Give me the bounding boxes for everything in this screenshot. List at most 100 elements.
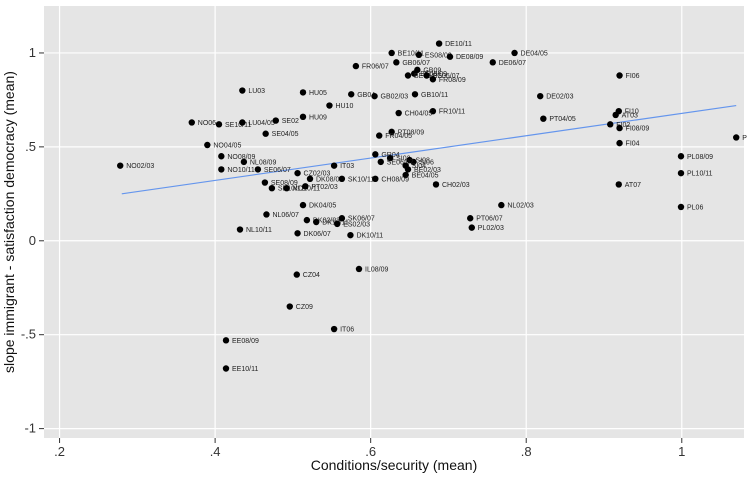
x-axis-label: Conditions/security (mean) (311, 457, 478, 473)
data-point (616, 72, 623, 79)
point-label: PL02/03 (478, 225, 504, 232)
point-label: SE06/07 (387, 159, 414, 166)
data-point (286, 303, 293, 310)
y-tick-label: 1 (29, 45, 36, 60)
point-label: SE04/05 (272, 131, 299, 138)
point-label: PT04/05 (549, 116, 576, 123)
data-point (371, 92, 378, 100)
data-point (240, 158, 248, 166)
point-label: FR08/09 (439, 77, 466, 84)
plot-background (44, 6, 744, 438)
point-label: HU10 (335, 103, 353, 110)
data-point (347, 231, 354, 239)
point-label: NO04/05 (213, 142, 241, 149)
point-label: DE02/03 (546, 94, 573, 101)
point-label: SI06 (419, 159, 434, 166)
data-point (299, 113, 307, 121)
point-label: ES06/07 (433, 73, 460, 80)
data-point (395, 109, 402, 117)
point-label: SI08 (416, 158, 431, 165)
data-point (222, 337, 230, 344)
data-point (302, 183, 309, 190)
data-point (429, 107, 437, 115)
data-point (283, 184, 290, 192)
point-label: CH02/03 (442, 182, 470, 189)
data-point (677, 203, 685, 211)
point-label: PT08/09 (398, 129, 425, 136)
point-label: CZ09 (296, 304, 313, 311)
data-point (393, 59, 400, 66)
data-point (402, 171, 409, 179)
data-point (468, 224, 475, 231)
point-label: NL10/11 (246, 227, 272, 234)
point-label: SI04 (412, 163, 427, 170)
point-label: HU05 (309, 90, 327, 97)
data-point (607, 121, 614, 128)
point-label: DE08/09 (456, 54, 483, 61)
axis-ticks: .2 .4 .6 .8 1 -1 -.5 0 .5 1 (21, 45, 686, 459)
data-point (489, 59, 496, 66)
point-label: DK10/11 (356, 233, 383, 240)
point-label: GB10/11 (421, 92, 448, 99)
data-point (404, 72, 412, 79)
point-label: CZ04 (303, 272, 320, 279)
point-label: SE10/11 (225, 122, 251, 129)
data-point (218, 166, 225, 173)
data-point (677, 153, 685, 160)
point-label: ES08/09 (425, 52, 452, 59)
point-label: DE06/07 (499, 60, 526, 67)
point-label: PL06 (687, 204, 703, 211)
point-label: NL06/07 (272, 212, 299, 219)
point-label: AT07 (625, 182, 641, 189)
point-label: DK06/07 (304, 231, 331, 238)
data-point (263, 211, 270, 218)
data-point (429, 76, 437, 83)
data-point (303, 216, 311, 224)
data-point (306, 175, 314, 182)
point-label: SE08/09 (271, 180, 298, 187)
point-label: SE02 (282, 118, 299, 125)
data-point (423, 72, 430, 79)
point-label: GB02/03 (381, 94, 409, 101)
data-point (188, 119, 195, 126)
data-point (540, 115, 547, 122)
data-point (377, 158, 384, 166)
data-point (254, 166, 262, 173)
point-label: DK08/09 (316, 176, 343, 183)
point-label: FI08/09 (626, 126, 650, 133)
point-label: BE04/05 (412, 173, 439, 180)
y-tick-label: .5 (25, 139, 36, 154)
data-point (404, 166, 412, 173)
fit-line (121, 104, 737, 195)
data-point (415, 51, 423, 59)
data-point (372, 175, 379, 182)
data-point (616, 124, 623, 132)
point-label: IT06 (340, 327, 354, 334)
data-point (218, 153, 225, 160)
point-label: SE10/11 (278, 186, 304, 193)
y-tick-label: -.5 (21, 327, 36, 342)
data-point (615, 181, 622, 188)
point-label: SK10/11 (348, 176, 374, 183)
data-point (330, 162, 338, 169)
point-label: AT03 (622, 112, 638, 119)
point-label: DK02/03 (313, 218, 340, 225)
point-label: ES02/03 (343, 221, 370, 228)
y-tick-label: -1 (24, 421, 36, 436)
data-point (215, 121, 223, 128)
point-label: HU09 (309, 114, 327, 121)
data-point (204, 141, 211, 149)
point-label: FR10/11 (439, 109, 465, 116)
data-point (677, 169, 685, 177)
point-label: FR04/05 (385, 133, 412, 140)
data-point (334, 220, 341, 228)
point-label: NL08/09 (250, 159, 277, 166)
data-points: DE10/11 BE10/11 ES08/09 DE08/09 DE04/05 GB06/… (117, 40, 747, 373)
data-point (313, 218, 320, 226)
data-point (326, 102, 333, 109)
point-label: GB09 (423, 67, 441, 74)
point-label: IT03 (340, 163, 354, 170)
data-point (376, 132, 383, 139)
data-point (355, 265, 363, 273)
data-point (616, 139, 623, 147)
